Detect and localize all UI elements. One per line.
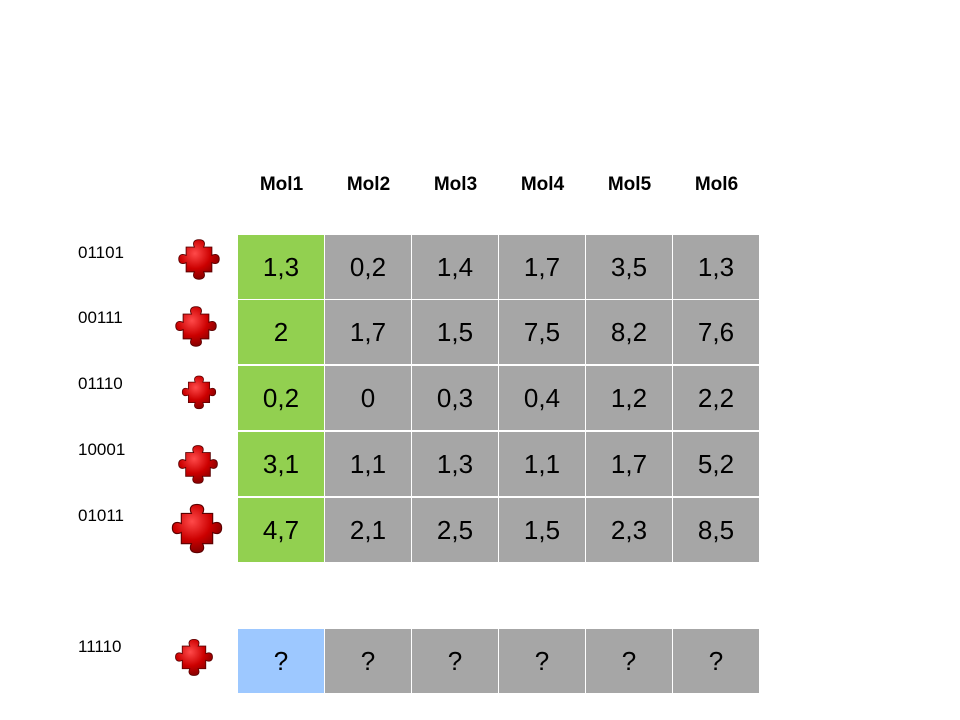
table-cell-r5-c6: 8,5 <box>673 498 759 562</box>
table-cell-r4-c1: 3,1 <box>238 432 324 496</box>
table-cell-r1-c6: 1,3 <box>673 235 759 299</box>
table-cell-r5-c4: 1,5 <box>499 498 585 562</box>
query-cell-c3: ? <box>412 629 498 693</box>
puzzle-piece-icon <box>173 636 215 683</box>
column-header-5: Mol5 <box>607 174 652 195</box>
table-cell-r2-c1: 2 <box>238 300 324 364</box>
query-cell-c5: ? <box>586 629 672 693</box>
query-cell-c1: ? <box>238 629 324 693</box>
row-code-1: 01101 <box>78 243 125 262</box>
table-cell-r5-c2: 2,1 <box>325 498 411 562</box>
row-code-2: 00111 <box>78 308 123 327</box>
table-cell-r4-c3: 1,3 <box>412 432 498 496</box>
row-code-4: 10001 <box>78 440 126 459</box>
table-cell-r3-c6: 2,2 <box>673 366 759 430</box>
column-header-1: Mol1 <box>259 174 304 195</box>
table-cell-r2-c3: 1,5 <box>412 300 498 364</box>
table-cell-r2-c6: 7,6 <box>673 300 759 364</box>
table-cell-r3-c4: 0,4 <box>499 366 585 430</box>
puzzle-piece-icon <box>173 236 225 287</box>
table-cell-r2-c5: 8,2 <box>586 300 672 364</box>
table-cell-r3-c3: 0,3 <box>412 366 498 430</box>
table-cell-r3-c2: 0 <box>325 366 411 430</box>
table-cell-r3-c5: 1,2 <box>586 366 672 430</box>
column-header-6: Mol6 <box>694 174 739 195</box>
column-header-4: Mol4 <box>520 174 565 195</box>
query-row-code: 11110 <box>78 637 122 656</box>
table-cell-r1-c2: 0,2 <box>325 235 411 299</box>
row-code-3: 01110 <box>78 374 123 393</box>
puzzle-piece-icon <box>167 500 227 561</box>
query-cell-c6: ? <box>673 629 759 693</box>
table-cell-r4-c2: 1,1 <box>325 432 411 496</box>
column-header-2: Mol2 <box>346 174 391 195</box>
table-cell-r4-c6: 5,2 <box>673 432 759 496</box>
table-cell-r5-c3: 2,5 <box>412 498 498 562</box>
table-cell-r1-c1: 1,3 <box>238 235 324 299</box>
table-cell-r2-c4: 7,5 <box>499 300 585 364</box>
table-cell-r2-c2: 1,7 <box>325 300 411 364</box>
query-cell-c4: ? <box>499 629 585 693</box>
query-cell-c2: ? <box>325 629 411 693</box>
puzzle-piece-icon <box>180 368 218 421</box>
table-cell-r1-c4: 1,7 <box>499 235 585 299</box>
table-cell-r1-c5: 3,5 <box>586 235 672 299</box>
puzzle-piece-icon <box>173 302 219 355</box>
table-cell-r4-c5: 1,7 <box>586 432 672 496</box>
table-cell-r1-c3: 1,4 <box>412 235 498 299</box>
row-code-5: 01011 <box>78 506 125 525</box>
table-cell-r3-c1: 0,2 <box>238 366 324 430</box>
puzzle-piece-icon <box>176 439 220 494</box>
table-cell-r5-c1: 4,7 <box>238 498 324 562</box>
table-cell-r4-c4: 1,1 <box>499 432 585 496</box>
table-cell-r5-c5: 2,3 <box>586 498 672 562</box>
column-header-3: Mol3 <box>433 174 478 195</box>
